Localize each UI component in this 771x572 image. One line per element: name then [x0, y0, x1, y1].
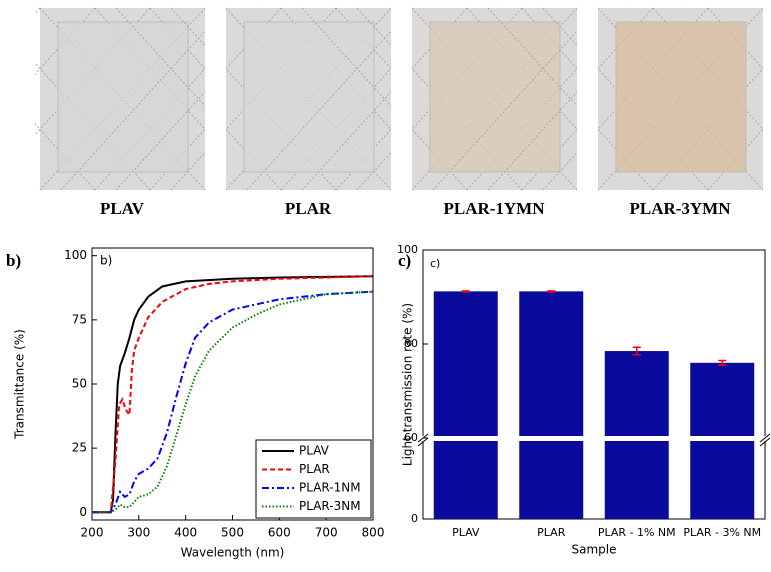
panel-label: c)	[398, 251, 411, 270]
film	[615, 21, 747, 173]
y-tick-label: 80	[404, 337, 418, 350]
y-tick-label: 50	[72, 377, 87, 391]
photo-caption: PLAR-1YMN	[443, 199, 545, 218]
y-tick-label: 100	[397, 243, 418, 256]
x-tick-label: 700	[315, 526, 338, 540]
spacer	[205, 0, 226, 195]
x-axis-label: Sample	[572, 543, 617, 557]
plot-frame	[422, 249, 766, 520]
x-tick-label: PLAV	[452, 526, 480, 539]
x-tick-label: PLAR - 1% NM	[598, 526, 676, 539]
spacer	[0, 0, 35, 195]
line-series	[92, 290, 374, 514]
y-tick-label: 60	[404, 431, 418, 444]
x-axis-label: Wavelength (nm)	[181, 546, 285, 560]
bar	[433, 291, 498, 519]
film	[429, 21, 561, 173]
spacer	[763, 0, 771, 195]
x-tick-label: 500	[221, 526, 244, 540]
y-tick-label: 75	[72, 312, 87, 326]
panel-label: b)	[6, 251, 21, 270]
x-tick-label: PLAR	[537, 526, 566, 539]
photo-caption: PLAR-3YMN	[629, 199, 731, 218]
x-tick-label: 300	[127, 526, 150, 540]
film	[243, 21, 375, 173]
bar	[604, 351, 669, 519]
line-series	[92, 290, 374, 514]
x-tick-label: 800	[362, 526, 385, 540]
axis-break	[413, 436, 771, 441]
legend-label: PLAR-3NM	[299, 499, 361, 513]
plot-title: c)	[430, 257, 440, 270]
legend-label: PLAR-1NM	[299, 481, 361, 495]
spacer	[577, 0, 598, 195]
legend-label: PLAV	[299, 444, 330, 458]
grid-pattern	[432, 7, 599, 191]
line-series	[92, 275, 374, 514]
y-tick-label: 0	[79, 505, 87, 519]
line-series	[92, 275, 374, 514]
film	[57, 21, 189, 173]
x-tick-label: PLAR - 3% NM	[683, 526, 761, 539]
x-tick-label: 200	[81, 526, 104, 540]
y-tick-label: 100	[64, 248, 87, 262]
error-bar	[547, 290, 556, 293]
legend-label: PLAR	[299, 462, 330, 476]
y-tick-label: 0	[411, 512, 418, 525]
photo-caption: PLAR	[285, 199, 332, 218]
photo-caption: PLAV	[100, 199, 145, 218]
error-bar	[718, 359, 727, 366]
y-tick-label: 25	[72, 441, 87, 455]
plot-title: b)	[100, 254, 112, 268]
error-bar	[461, 290, 470, 293]
spacer	[391, 0, 412, 195]
x-tick-label: 600	[268, 526, 291, 540]
y-axis-label: Transmittance (%)	[13, 329, 27, 440]
grid-pattern	[60, 7, 227, 191]
grid-pattern	[246, 7, 413, 191]
error-bar	[632, 346, 641, 356]
legend-frame	[255, 439, 372, 519]
bar	[519, 291, 584, 519]
x-tick-label: 400	[174, 526, 197, 540]
y-axis-label: Light transmission rate (%)	[401, 303, 415, 466]
